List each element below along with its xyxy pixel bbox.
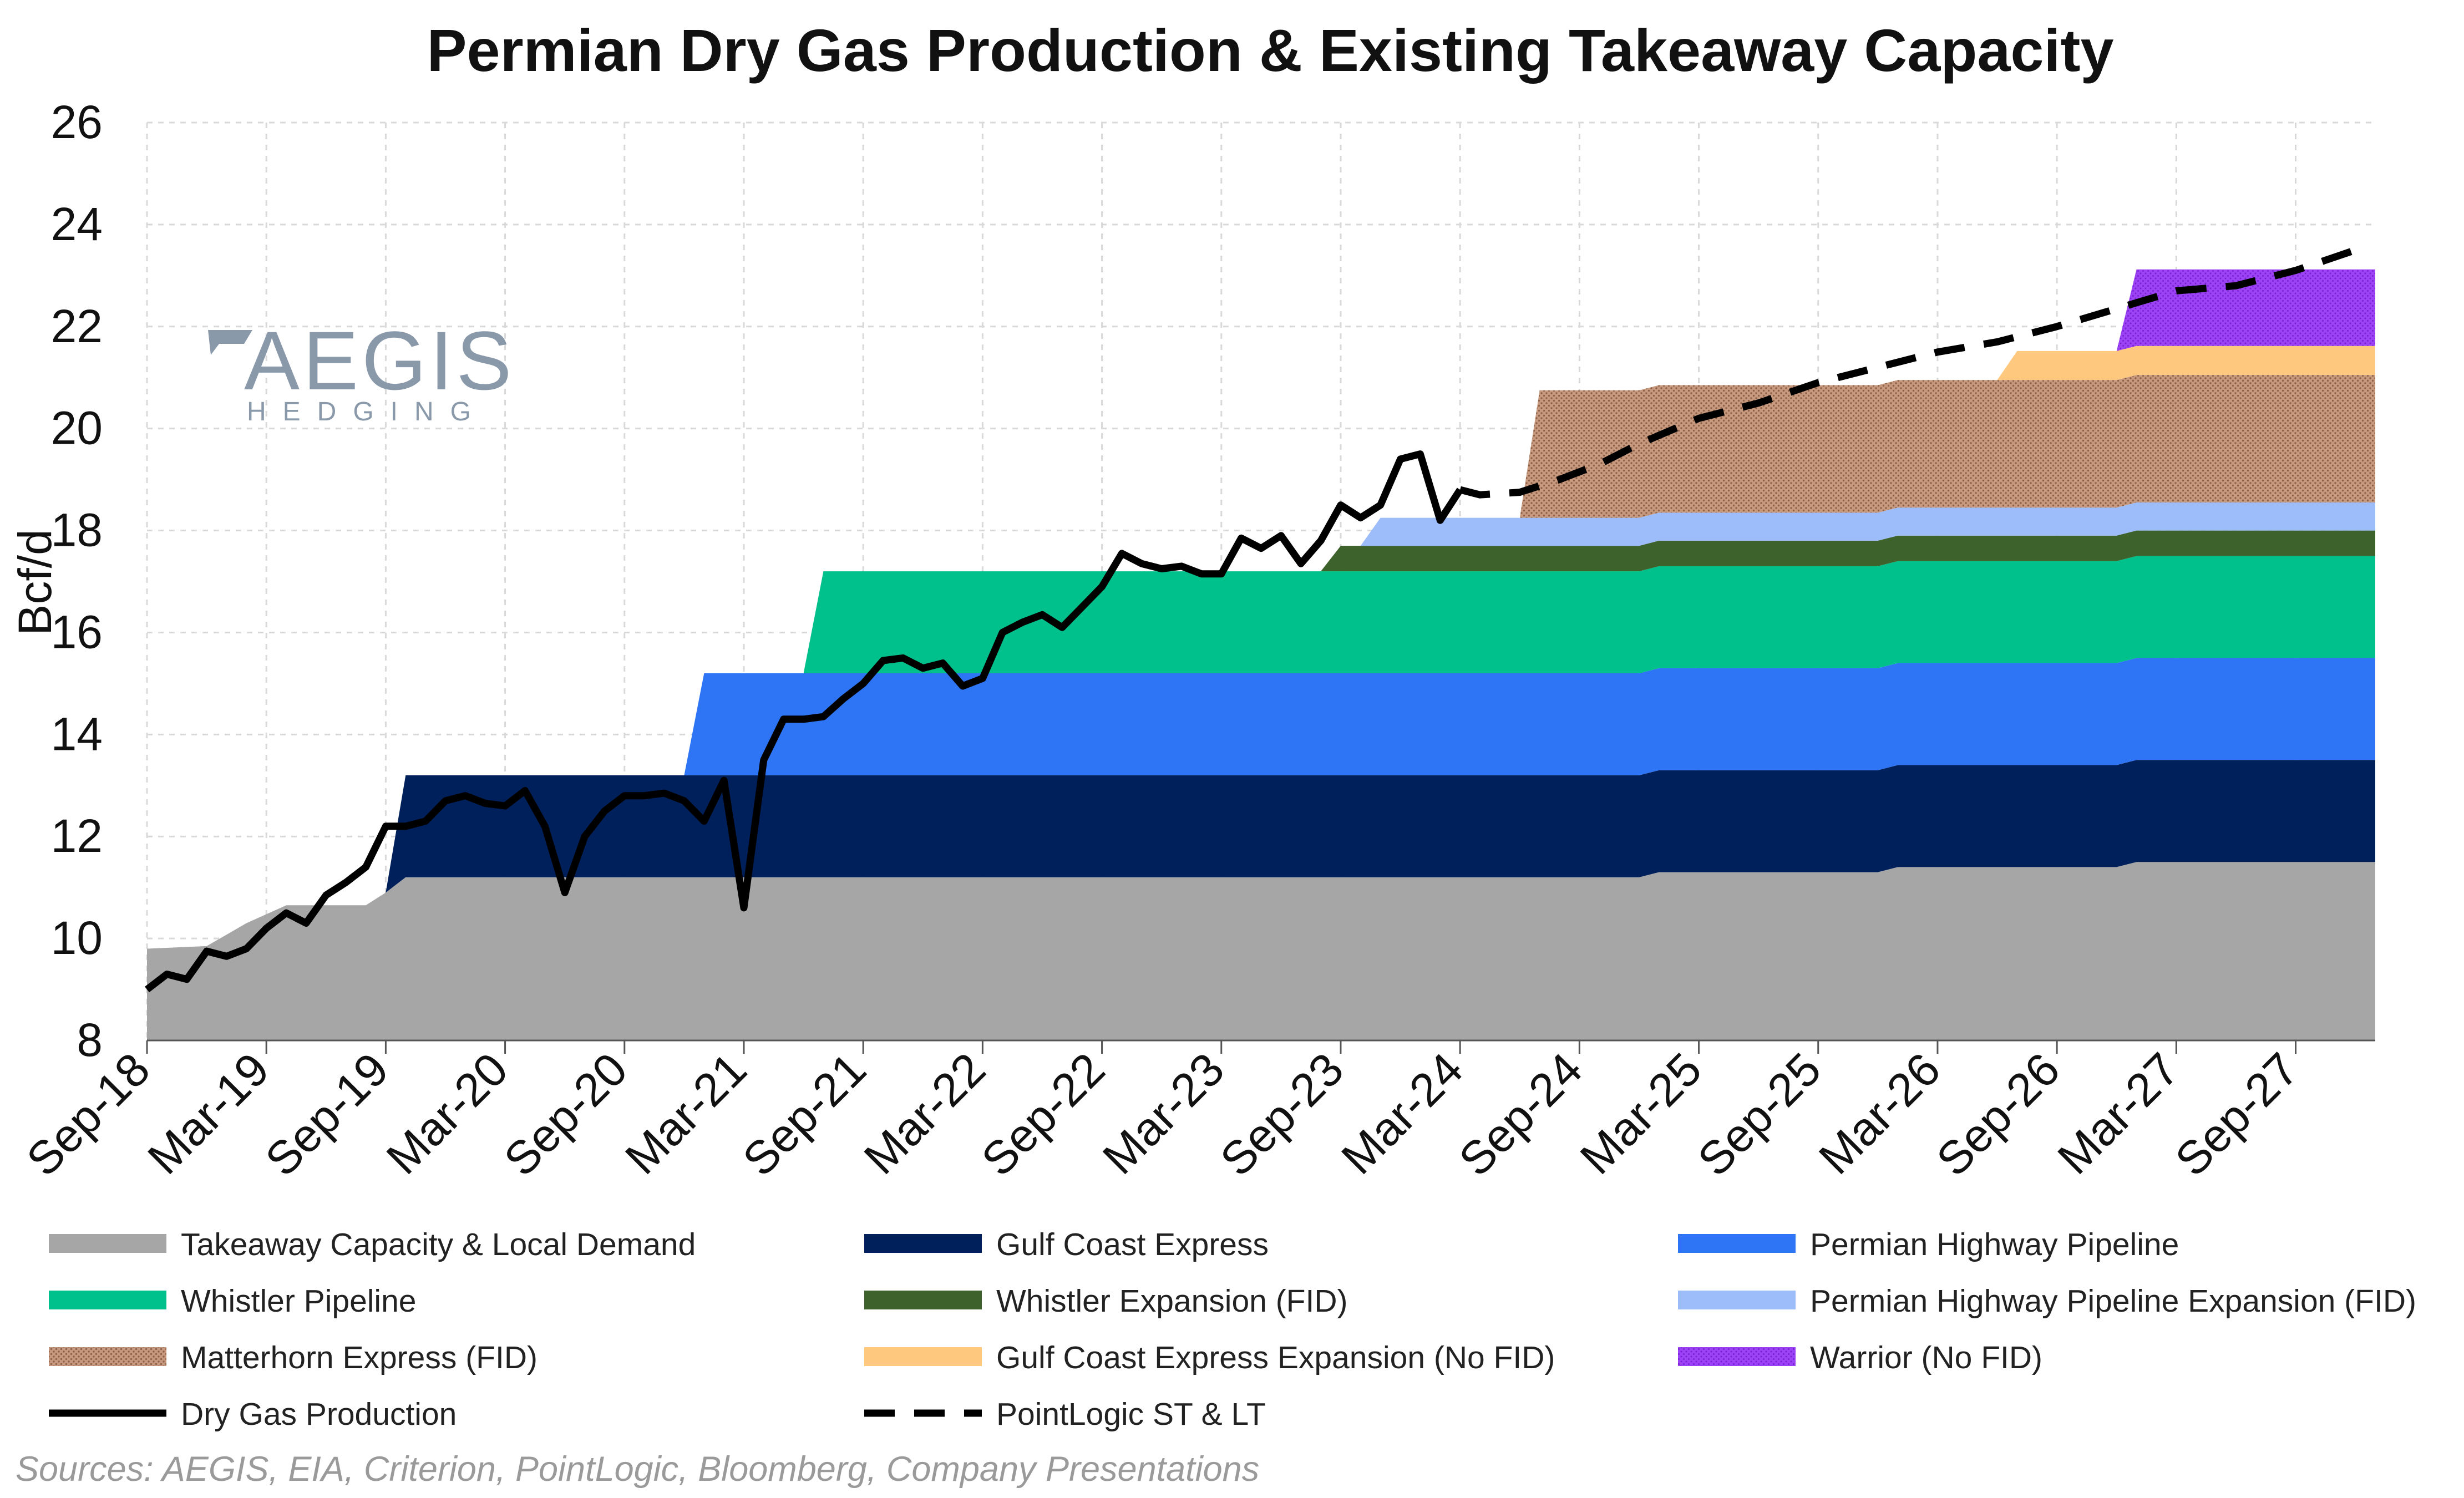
legend-label-takeaway-capacity-local-demand: Takeaway Capacity & Local Demand (181, 1227, 696, 1262)
y-tick-label: 12 (51, 810, 103, 862)
y-axis-label: Bcf/d (9, 529, 61, 635)
x-tick-label: Sep-27 (2165, 1043, 2308, 1186)
x-tick-label: Sep-26 (1926, 1043, 2070, 1186)
legend-label-warrior-no-fid: Warrior (No FID) (1810, 1340, 2042, 1375)
area-gulf-coast-express (386, 760, 2376, 893)
legend-label-whistler-expansion-fid: Whistler Expansion (FID) (996, 1283, 1348, 1319)
x-tick-label: Sep-19 (255, 1043, 398, 1186)
y-tick-label: 18 (51, 504, 103, 556)
area-whistler-pipeline (803, 556, 2375, 673)
area-matterhorn-express-fid (1519, 375, 2375, 518)
logo-text: AEGIS (244, 314, 515, 407)
legend-swatch-permian-highway-pipeline-expansion-fid (1678, 1291, 1796, 1309)
x-axis: Sep-18Mar-19Sep-19Mar-20Sep-20Mar-21Sep-… (17, 1039, 2375, 1186)
y-axis: 8 10 12 14 16 18 20 22 24 26 (51, 96, 103, 1066)
x-tick-label: Mar-24 (1331, 1043, 1473, 1184)
plot-lines (145, 246, 2357, 993)
x-tick-label: Mar-27 (2047, 1043, 2189, 1184)
legend-swatch-matterhorn-express-fid (49, 1347, 166, 1366)
legend-label-permian-highway-pipeline-expansion-fid: Permian Highway Pipeline Expansion (FID) (1810, 1283, 2416, 1319)
legend-label-gulf-coast-express: Gulf Coast Express (996, 1227, 1269, 1262)
y-tick-label: 10 (51, 912, 103, 964)
x-tick-label: Mar-25 (1570, 1043, 1712, 1184)
area-takeaway-capacity-local-demand (147, 862, 2375, 1040)
x-tick-label: Mar-19 (138, 1043, 279, 1184)
legend-label-matterhorn-express-fid: Matterhorn Express (FID) (181, 1340, 538, 1375)
line-dry-gas-production (145, 450, 1463, 993)
logo-subtext: HEDGING (247, 397, 488, 426)
legend-label-whistler-pipeline: Whistler Pipeline (181, 1283, 417, 1319)
line-pointlogic-st-lt (1459, 246, 2357, 499)
y-tick-label: 20 (51, 402, 103, 454)
area-permian-highway-pipeline-expansion-fid (1360, 502, 2375, 546)
y-tick-label: 24 (51, 198, 103, 250)
area-whistler-expansion-fid (1321, 530, 2375, 572)
area-gulf-coast-express-expansion-no-fid (1997, 346, 2375, 380)
chart-title: Permian Dry Gas Production & Existing Ta… (427, 17, 2113, 84)
x-tick-label: Sep-20 (494, 1043, 637, 1186)
legend-swatch-gulf-coast-express (864, 1234, 982, 1253)
legend-label-permian-highway-pipeline: Permian Highway Pipeline (1810, 1227, 2179, 1262)
legend-swatch-takeaway-capacity-local-demand (49, 1234, 166, 1253)
x-tick-label: Sep-23 (1210, 1043, 1353, 1186)
x-tick-label: Sep-25 (1687, 1043, 1831, 1186)
y-tick-label: 8 (77, 1014, 103, 1066)
legend-label-dry-gas-production: Dry Gas Production (181, 1397, 457, 1432)
legend-swatch-gulf-coast-express-expansion-no-fid (864, 1347, 982, 1366)
plot-areas (147, 269, 2376, 1040)
legend-label-gulf-coast-express-expansion-no-fid: Gulf Coast Express Expansion (No FID) (996, 1340, 1555, 1375)
aegis-logo: AEGIS HEDGING (208, 314, 515, 426)
x-tick-label: Sep-21 (733, 1043, 876, 1186)
y-tick-label: 14 (51, 708, 103, 760)
x-tick-label: Sep-24 (1449, 1043, 1592, 1186)
source-note: Sources: AEGIS, EIA, Criterion, PointLog… (16, 1450, 1259, 1489)
legend: Takeaway Capacity & Local Demand Gulf Coa… (49, 1227, 2416, 1432)
x-tick-label: Mar-22 (854, 1043, 995, 1184)
logo-mark-icon (208, 330, 252, 355)
x-tick-label: Mar-23 (1093, 1043, 1234, 1184)
x-tick-label: Mar-26 (1809, 1043, 1950, 1184)
legend-swatch-whistler-pipeline (49, 1291, 166, 1309)
y-tick-label: 16 (51, 606, 103, 658)
x-tick-label: Sep-22 (971, 1043, 1114, 1186)
legend-swatch-whistler-expansion-fid (864, 1291, 982, 1309)
x-tick-label: Mar-20 (377, 1043, 518, 1184)
y-tick-label: 26 (51, 96, 103, 148)
legend-label-pointlogic-st-lt: PointLogic ST & LT (996, 1397, 1266, 1432)
x-tick-label: Mar-21 (615, 1043, 757, 1184)
y-tick-label: 22 (51, 300, 103, 352)
legend-swatch-permian-highway-pipeline (1678, 1234, 1796, 1253)
area-permian-highway-pipeline (684, 658, 2376, 775)
legend-swatch-warrior-no-fid (1678, 1347, 1796, 1366)
